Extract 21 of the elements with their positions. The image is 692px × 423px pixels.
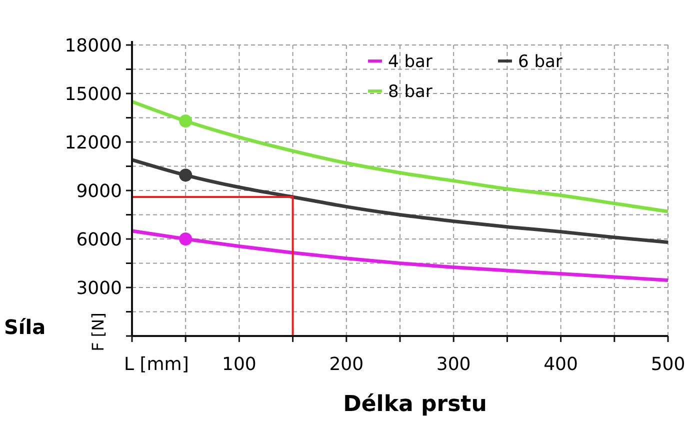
legend-label: 4 bar [388,52,432,72]
line-series [130,158,670,244]
line-series [130,229,670,282]
y-tick-label: 6000 [76,229,122,250]
x-axis-title: Délka prstu [343,392,487,417]
y-tick-label: 12000 [64,132,122,154]
line-series [130,100,670,214]
y-axis-title: F [N] [88,312,108,352]
legend-label: 6 bar [518,52,562,72]
y-tick-label: 3000 [76,278,122,299]
x-tick-label: 300 [436,354,471,375]
x-tick-label: 500 [650,354,686,375]
text: Síla [4,315,46,339]
y-tick-label: 15000 [64,84,122,105]
x-tick-label: 100 [222,354,256,375]
x-tick-label: 400 [544,354,578,375]
legend-label: 8 bar [388,82,432,102]
x-tick-label: 200 [329,354,364,375]
y-tick-label: 9000 [76,180,122,202]
x-tick-label: L [mm] [124,354,189,375]
y-tick-label: 18000 [64,35,122,56]
